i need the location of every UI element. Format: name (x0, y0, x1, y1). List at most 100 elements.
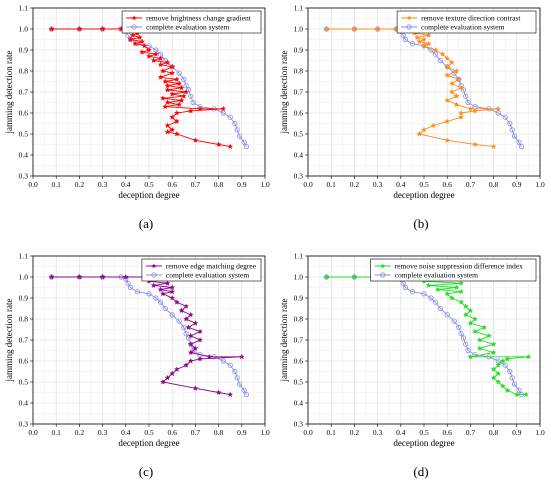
data-point (453, 284, 460, 290)
x-tick-label: 0.4 (396, 180, 406, 189)
data-point (444, 118, 451, 124)
data-point (467, 105, 474, 112)
legend-swatch-marker (380, 263, 386, 269)
x-tick-label: 0.9 (512, 428, 522, 437)
x-tick-label: 0.6 (168, 180, 178, 189)
data-point (169, 312, 175, 318)
data-point (472, 316, 478, 322)
y-axis-title: jamming detection rate (4, 51, 14, 135)
data-point (453, 93, 460, 99)
data-point (164, 374, 171, 381)
data-point (169, 126, 176, 133)
data-point (432, 51, 439, 57)
data-point (188, 93, 194, 99)
data-point (176, 101, 183, 108)
y-tick-label: 1.1 (19, 4, 29, 13)
data-point (185, 324, 192, 330)
y-tick-label: 0.6 (19, 357, 29, 366)
data-point (435, 286, 441, 293)
panel-label: (b) (413, 216, 428, 231)
data-point (197, 355, 203, 362)
x-tick-label: 0.3 (373, 428, 383, 437)
chart-panel-2: 0.0 0.1 0.2 0.3 0.4 0.5 0.6 0.7 0.8 0.9 1.0 0.3 0.4 0… (279, 4, 545, 232)
data-point (197, 105, 203, 112)
data-point (511, 133, 518, 139)
x-tick-label: 0.2 (75, 428, 85, 437)
data-point (178, 97, 185, 103)
data-point (178, 307, 185, 314)
data-point (162, 305, 168, 312)
y-tick-label: 0.7 (294, 336, 304, 345)
data-point (462, 311, 469, 318)
x-tick-label: 0.5 (419, 428, 429, 437)
x-tick-label: 0.7 (466, 180, 476, 189)
panel-label: (a) (139, 216, 153, 231)
x-axis-title: deception degree (393, 438, 454, 448)
x-tick-label: 0.6 (443, 428, 453, 437)
data-point (173, 131, 180, 137)
x-tick-label: 0.0 (303, 180, 313, 189)
data-point (490, 341, 497, 347)
data-point (409, 41, 415, 47)
y-tick-label: 0.3 (19, 420, 29, 429)
x-tick-label: 0.8 (214, 428, 224, 437)
data-point (495, 362, 502, 368)
data-point (516, 139, 522, 145)
data-point (509, 375, 515, 381)
data-point (323, 274, 330, 280)
data-point (227, 143, 234, 150)
legend-swatch-marker (131, 24, 137, 30)
data-point (432, 299, 439, 305)
data-point (160, 290, 166, 297)
data-point (511, 381, 518, 387)
data-point (495, 370, 502, 377)
data-point (169, 91, 176, 97)
x-tick-label: 0.5 (419, 180, 429, 189)
data-point (465, 99, 471, 106)
data-point (453, 101, 460, 108)
data-point (192, 137, 199, 143)
data-point (187, 311, 194, 318)
data-point (421, 126, 427, 133)
data-point (190, 99, 196, 106)
y-tick-label: 0.6 (294, 109, 304, 118)
data-point (160, 68, 166, 74)
data-point (421, 291, 427, 297)
grid (307, 7, 541, 177)
data-point (432, 47, 439, 53)
data-point (181, 76, 187, 83)
data-point (157, 55, 164, 61)
data-point (428, 295, 434, 301)
data-point (458, 331, 464, 337)
data-point (187, 332, 194, 339)
y-tick-label: 0.3 (294, 172, 304, 181)
data-point (164, 280, 171, 286)
data-point (504, 355, 511, 362)
data-point (183, 83, 189, 89)
legend-label: remove edge matching degree (166, 262, 257, 271)
data-point (490, 349, 497, 356)
data-point (481, 324, 488, 330)
data-point (134, 289, 140, 295)
y-tick-label: 0.7 (19, 88, 29, 97)
data-point (164, 86, 171, 93)
panel-label: (d) (413, 464, 428, 479)
data-point (127, 284, 134, 291)
data-point (127, 36, 134, 42)
data-point (458, 110, 464, 116)
x-tick-label: 0.9 (237, 428, 247, 437)
data-point (164, 122, 171, 129)
data-point (197, 328, 203, 335)
data-point (448, 295, 455, 301)
x-tick-label: 0.7 (466, 428, 476, 437)
data-point (502, 362, 508, 368)
data-point (460, 335, 467, 341)
y-tick-label: 0.8 (19, 315, 29, 324)
x-tick-label: 1.0 (260, 428, 270, 437)
y-axis-title: jamming detection rate (279, 299, 289, 383)
data-point (187, 341, 194, 347)
data-point (227, 391, 234, 398)
data-point (458, 114, 464, 120)
y-tick-label: 1.1 (294, 252, 304, 261)
data-point (437, 305, 443, 312)
